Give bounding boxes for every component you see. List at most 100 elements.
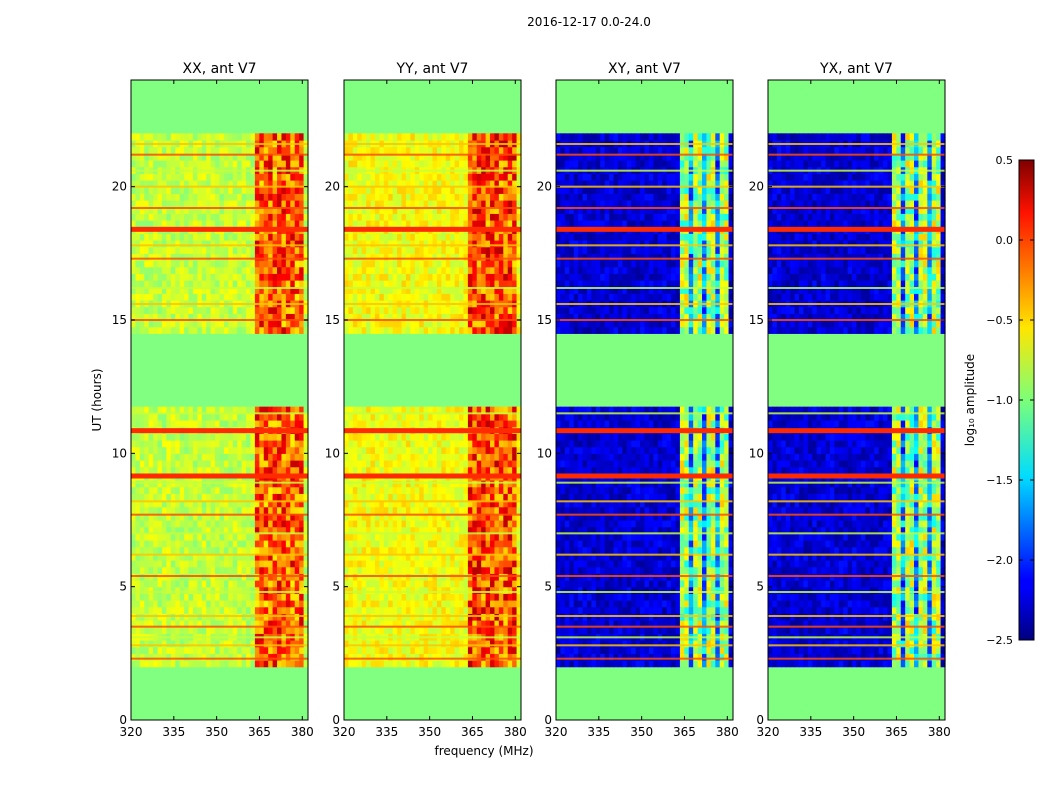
heatmap-cell [237,186,243,194]
heatmap-cell [215,433,221,441]
heatmap-cell [135,213,141,221]
heatmap-cell [490,466,496,474]
heatmap-cell [467,320,473,328]
heatmap-cell [428,293,434,301]
heatmap-cell [197,306,203,314]
heatmap-cell [512,493,518,501]
heatmap-cell [476,560,482,568]
heatmap-cell [215,440,221,448]
heatmap-cell [219,233,225,241]
heatmap-cell [254,233,260,241]
heatmap-cell [494,520,500,528]
heatmap-cell [503,326,509,334]
heatmap-cell [148,413,154,421]
heatmap-cell [206,413,212,421]
heatmap-cell [268,213,274,221]
heatmap-cell [197,313,203,321]
heatmap-cell [428,600,434,608]
heatmap-cell [472,406,478,414]
heatmap-cell [184,200,190,208]
rfi-row [131,412,308,415]
heatmap-cell [401,460,407,468]
heatmap-cell [383,246,389,254]
heatmap-cell [241,200,247,208]
heatmap-cell [405,606,411,614]
heatmap-cell [472,326,478,334]
heatmap-cell [481,566,487,574]
heatmap-cell [219,646,225,654]
heatmap-cell [303,506,309,514]
heatmap-cell [201,133,207,141]
heatmap-cell [428,433,434,441]
heatmap-cell [144,526,150,534]
heatmap-cell [139,660,145,668]
heatmap-cell [237,320,243,328]
heatmap-cell [170,660,176,668]
heatmap-cell [459,560,465,568]
heatmap-cell [161,566,167,574]
heatmap-cell [366,526,372,534]
heatmap-cell [153,546,159,554]
heatmap-cell [303,273,309,281]
heatmap-cell [445,413,451,421]
heatmap-cell [184,626,190,634]
heatmap-cell [144,293,150,301]
heatmap-cell [153,486,159,494]
heatmap-cell [299,593,305,601]
heatmap-cell [272,600,278,608]
heatmap-cell [148,313,154,321]
heatmap-cell [201,653,207,661]
heatmap-cell [423,460,429,468]
heatmap-cell [498,406,504,414]
heatmap-cell [450,280,456,288]
heatmap-cell [423,493,429,501]
heatmap-cell [299,446,305,454]
heatmap-cell [405,493,411,501]
heatmap-cell [241,266,247,274]
heatmap-cell [294,280,300,288]
heatmap-cell [139,546,145,554]
heatmap-cell [281,520,287,528]
heatmap-cell [303,266,309,274]
heatmap-cell [206,260,212,268]
heatmap-cell [405,566,411,574]
heatmap-cell [441,420,447,428]
heatmap-cell [467,586,473,594]
heatmap-cell [498,466,504,474]
heatmap-cell [459,600,465,608]
heatmap-cell [450,466,456,474]
heatmap-cell [512,540,518,548]
heatmap-cell [498,560,504,568]
heatmap-cell [188,460,194,468]
heatmap-cell [344,406,350,414]
heatmap-cell [299,660,305,668]
heatmap-cell [192,526,198,534]
heatmap-cell [139,460,145,468]
heatmap-cell [494,566,500,574]
heatmap-cell [254,460,260,468]
heatmap-cell [423,446,429,454]
heatmap-cell [290,233,296,241]
heatmap-cell [228,500,234,508]
heatmap-cell [450,260,456,268]
heatmap-cell [232,200,238,208]
heatmap-cell [392,520,398,528]
heatmap-cell [263,493,269,501]
heatmap-cell [419,433,425,441]
heatmap-cell [383,506,389,514]
heatmap-cell [388,646,394,654]
heatmap-cell [197,420,203,428]
heatmap-cell [370,580,376,588]
heatmap-cell [374,313,380,321]
heatmap-cell [503,586,509,594]
heatmap-cell [459,606,465,614]
heatmap-cell [148,640,154,648]
heatmap-cell [507,553,513,561]
heatmap-cell [450,406,456,414]
heatmap-cell [223,186,229,194]
heatmap-cell [170,280,176,288]
heatmap-cell [281,460,287,468]
heatmap-cell [494,460,500,468]
heatmap-cell [161,653,167,661]
